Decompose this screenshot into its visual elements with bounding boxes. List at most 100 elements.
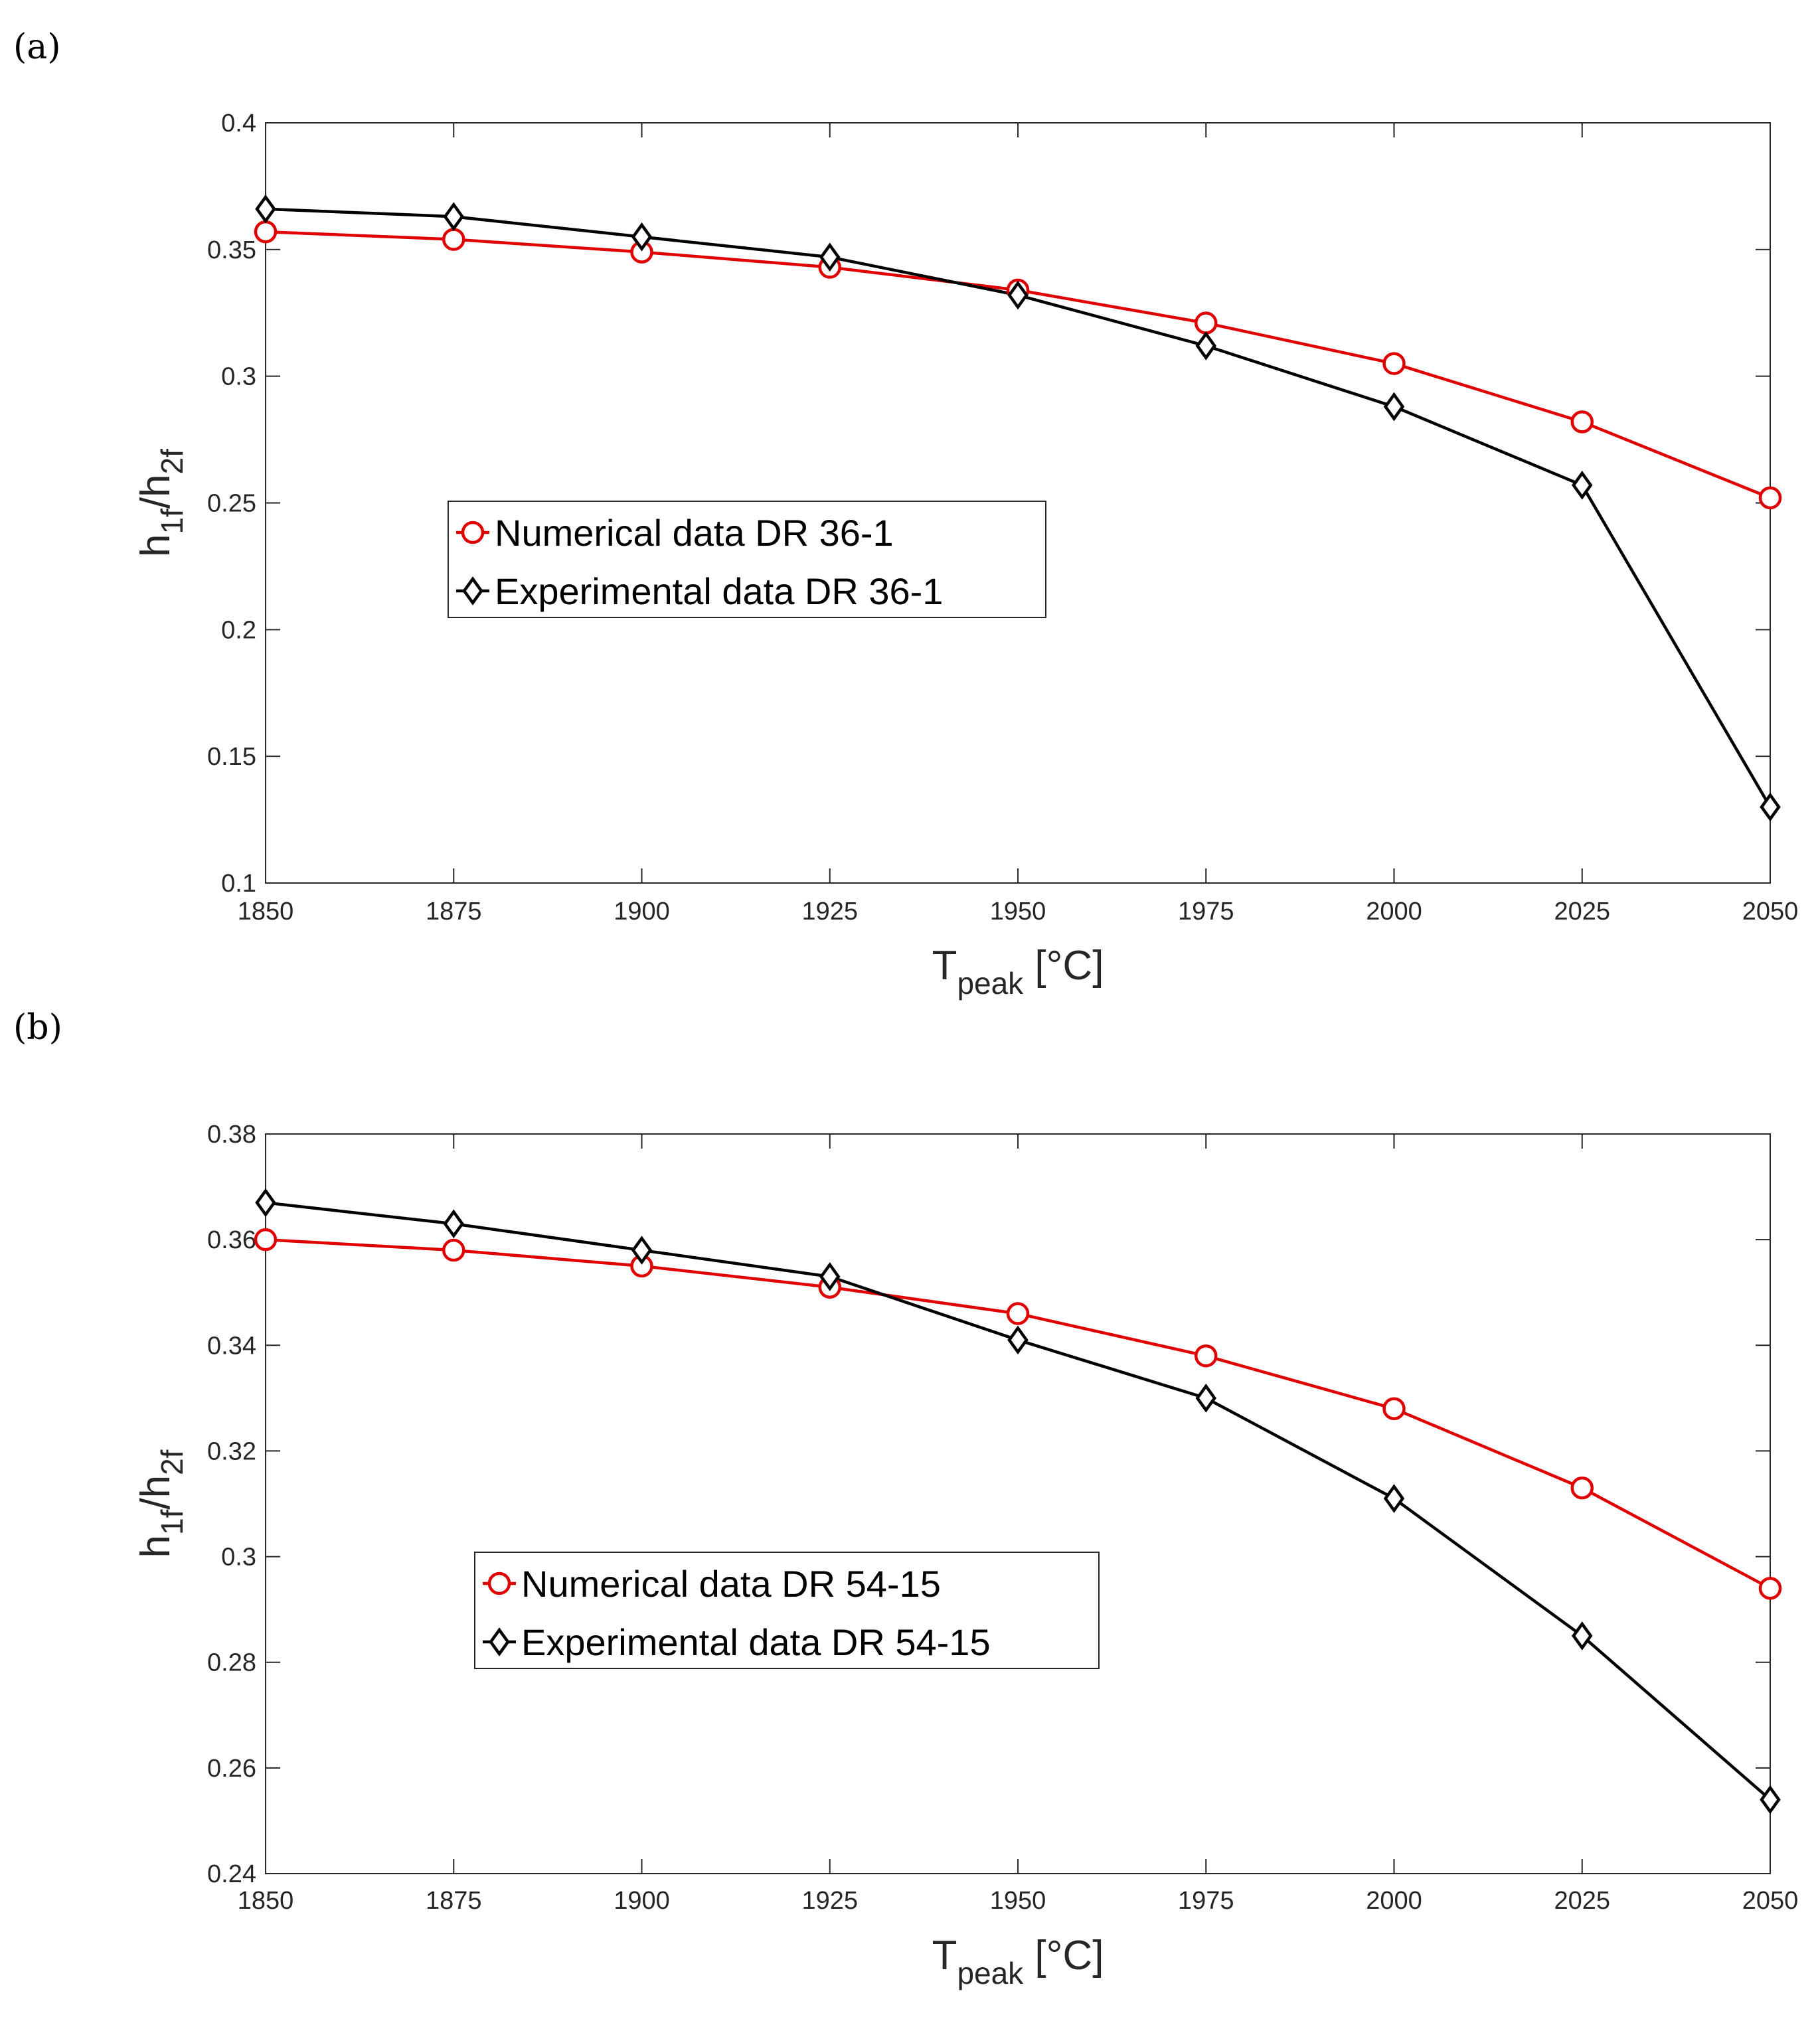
data-point-numerical [1006, 1302, 1030, 1325]
data-point-numerical [1195, 311, 1218, 335]
data-point-experimental [255, 194, 276, 224]
y-tick-label: 0.4 [221, 110, 256, 137]
data-point-experimental [1007, 280, 1029, 310]
x-tick-label: 1975 [1178, 1887, 1234, 1915]
series-line-numerical [265, 1238, 1772, 1590]
x-tick-label: 1925 [801, 898, 858, 926]
legend: Numerical data DR 36-1 Experimental data … [448, 501, 1046, 618]
legend-marker-circle [461, 521, 485, 544]
x-tick-label: 1950 [990, 1887, 1046, 1915]
data-point-experimental [1572, 470, 1593, 500]
data-point-experimental [1760, 792, 1781, 822]
y-axis-title-slash: /h [133, 474, 179, 509]
y-axis-title-subscript-2: 2f [155, 449, 189, 475]
y-axis-title-slash: /h [133, 1475, 179, 1510]
x-axis-title-main: T [932, 943, 957, 989]
series-line-experimental [265, 1201, 1772, 1801]
panel-label: (b) [13, 1008, 62, 1048]
data-point-numerical [442, 1238, 465, 1262]
legend-marker-diamond [462, 576, 483, 605]
data-point-experimental [1760, 1785, 1781, 1815]
y-tick-label: 0.38 [207, 1121, 256, 1149]
x-axis-title: Tpeak [°C] [932, 943, 1104, 1001]
legend: Numerical data DR 54-15 Experimental data… [474, 1552, 1100, 1669]
data-point-experimental [819, 242, 841, 272]
x-tick-label: 2025 [1554, 898, 1610, 926]
y-tick-label: 0.26 [207, 1755, 256, 1783]
x-axis-title-main: T [932, 1933, 957, 1978]
data-point-experimental [1195, 331, 1216, 361]
data-point-numerical [1382, 352, 1406, 375]
plot-area-frame [265, 1133, 1771, 1874]
x-tick-label: 1900 [614, 898, 670, 926]
chart-panel-b: (b) 1850 1875 1900 1925 1950 1975 2000 2025 2050 0… [13, 1008, 1798, 1990]
x-tick-label: 2050 [1742, 898, 1799, 926]
y-tick-label: 0.28 [207, 1649, 256, 1677]
data-point-experimental [1572, 1621, 1593, 1651]
x-tick-label: 2000 [1366, 1887, 1422, 1915]
y-tick-label: 0.36 [207, 1226, 256, 1254]
data-point-experimental [1007, 1325, 1029, 1355]
data-point-numerical [1195, 1344, 1218, 1368]
data-point-numerical [1570, 410, 1594, 434]
y-tick-label: 0.25 [207, 490, 256, 518]
y-axis-title-h: h [133, 1535, 179, 1558]
panel-label: (a) [13, 27, 61, 67]
y-axis-title: h1f/h2f [133, 449, 189, 557]
x-axis-title-subscript: peak [957, 1956, 1024, 1990]
y-tick-label: 0.32 [207, 1437, 256, 1465]
x-tick-label: 2000 [1366, 898, 1422, 926]
x-tick-label: 1925 [801, 1887, 858, 1915]
data-point-numerical [1382, 1397, 1406, 1421]
y-axis-title-subscript-2: 2f [155, 1449, 189, 1475]
y-tick-label: 0.15 [207, 743, 256, 771]
y-tick-label: 0.3 [221, 363, 256, 391]
data-point-experimental [443, 1209, 464, 1239]
legend-entry-label: Numerical data DR 36-1 [495, 512, 894, 554]
y-tick-label: 0.34 [207, 1332, 256, 1360]
data-point-experimental [819, 1261, 841, 1291]
y-tick-label: 0.24 [207, 1860, 256, 1888]
chart-panel-a: (a) 1850 1875 1900 1925 1950 1975 2000 2025 2050 0… [13, 27, 1798, 1001]
legend-marker-diamond [489, 1627, 510, 1656]
legend-entry-label: Numerical data DR 54-15 [521, 1563, 941, 1605]
data-point-experimental [631, 1236, 653, 1265]
y-tick-label: 0.1 [221, 870, 256, 898]
x-axis-title-subscript: peak [957, 966, 1024, 1001]
y-axis-title-h: h [133, 534, 179, 556]
y-axis-title-subscript-1: 1f [155, 1509, 189, 1535]
y-axis-title-subscript-1: 1f [155, 509, 189, 534]
x-tick-label: 1875 [426, 1887, 482, 1915]
data-point-experimental [1383, 1484, 1405, 1513]
data-point-numerical [254, 1228, 278, 1251]
legend-box [474, 1552, 1100, 1669]
data-point-numerical [1570, 1476, 1594, 1500]
x-tick-label: 1850 [238, 1887, 294, 1915]
x-tick-label: 2050 [1742, 1887, 1799, 1915]
legend-box [448, 501, 1046, 618]
data-point-experimental [443, 202, 464, 232]
x-tick-label: 1900 [614, 1887, 670, 1915]
data-point-experimental [631, 222, 653, 252]
y-tick-label: 0.35 [207, 236, 256, 264]
data-point-numerical [254, 220, 278, 244]
x-tick-label: 2025 [1554, 1887, 1610, 1915]
x-tick-label: 1850 [238, 898, 294, 926]
series-line-numerical [265, 230, 1771, 499]
x-tick-label: 1950 [990, 898, 1046, 926]
legend-entry-label: Experimental data DR 54-15 [521, 1621, 991, 1663]
data-point-numerical [442, 228, 465, 251]
x-axis-title-unit: [°C] [1023, 943, 1104, 989]
x-axis-title-unit: [°C] [1023, 1933, 1104, 1978]
data-point-experimental [1195, 1384, 1216, 1413]
y-tick-label: 0.3 [221, 1544, 256, 1572]
y-axis-title: h1f/h2f [133, 1449, 189, 1558]
data-point-experimental [1383, 392, 1405, 422]
legend-marker-circle [487, 1572, 511, 1595]
x-tick-label: 1875 [426, 898, 482, 926]
data-point-numerical [1758, 1577, 1782, 1600]
legend-entry-label: Experimental data DR 36-1 [495, 570, 943, 612]
data-point-experimental [255, 1188, 276, 1218]
y-tick-label: 0.2 [221, 616, 256, 644]
